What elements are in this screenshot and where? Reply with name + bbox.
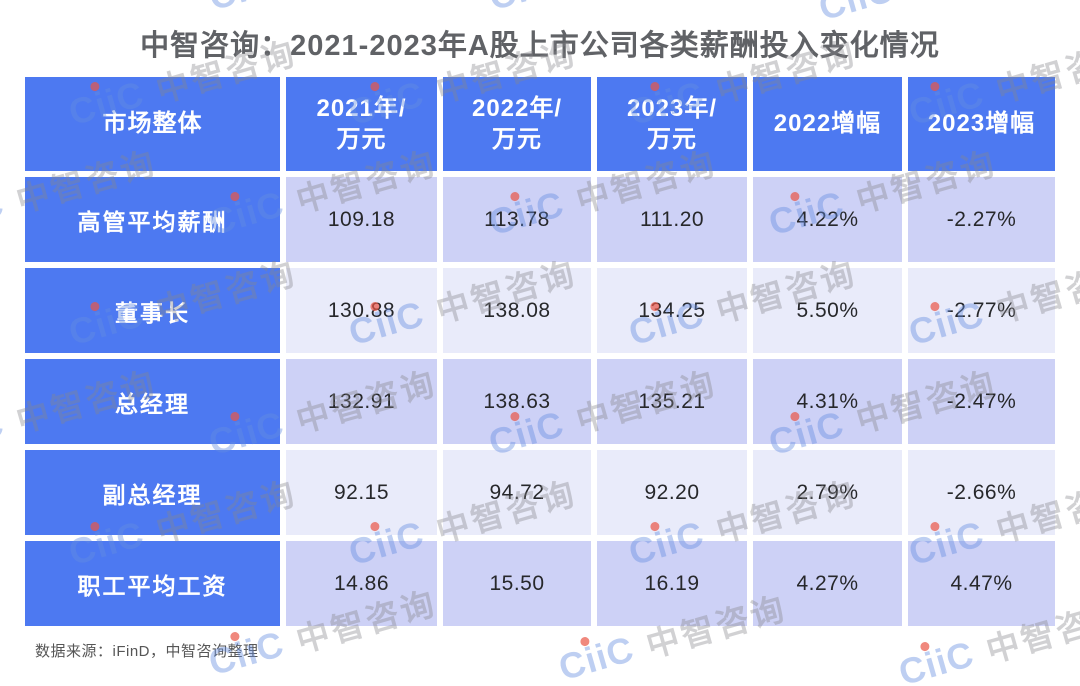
data-cell: 130.88	[286, 268, 437, 353]
header-cell-2022-growth: 2022增幅	[753, 77, 902, 171]
data-cell: 16.19	[597, 541, 747, 626]
data-cell: 4.22%	[753, 177, 902, 262]
data-source: 数据来源：iFinD，中智咨询整理	[35, 643, 259, 660]
ciic-logo-watermark: CiiC	[554, 628, 639, 686]
header-cell-2023-growth: 2023增幅	[908, 77, 1055, 171]
row-label: 董事长	[25, 268, 280, 353]
data-cell: -2.27%	[908, 177, 1055, 262]
data-cell: -2.77%	[908, 268, 1055, 353]
salary-table: 市场整体 2021年/ 万元 2022年/ 万元 2023年/ 万元 2022增…	[25, 77, 1055, 626]
watermark-name: 中智咨询	[900, 0, 1052, 7]
header-cell-2023: 2023年/ 万元	[597, 77, 747, 171]
data-cell: 135.21	[597, 359, 747, 444]
ciic-logo-watermark: CiiC	[0, 403, 9, 464]
data-cell: 15.50	[443, 541, 591, 626]
ciic-logo-watermark: CiiC	[204, 0, 289, 19]
data-cell: 113.78	[443, 177, 591, 262]
data-cell: 109.18	[286, 177, 437, 262]
page-title: 中智咨询：2021-2023年A股上市公司各类薪酬投入变化情况	[140, 30, 940, 62]
row-label: 副总经理	[25, 450, 280, 535]
data-cell: 4.27%	[753, 541, 902, 626]
row-label: 总经理	[25, 359, 280, 444]
data-cell: 111.20	[597, 177, 747, 262]
data-cell: -2.47%	[908, 359, 1055, 444]
ciic-logo-watermark: CiiC	[894, 633, 979, 686]
header-cell-2022: 2022年/ 万元	[443, 77, 591, 171]
data-cell: 14.86	[286, 541, 437, 626]
header-cell-2021: 2021年/ 万元	[286, 77, 437, 171]
data-cell: 2.79%	[753, 450, 902, 535]
data-cell: 138.63	[443, 359, 591, 444]
data-cell: 138.08	[443, 268, 591, 353]
ciic-logo-watermark: CiiC	[484, 0, 569, 19]
data-cell: 4.31%	[753, 359, 902, 444]
row-label: 高管平均薪酬	[25, 177, 280, 262]
header-cell-market: 市场整体	[25, 77, 280, 171]
data-cell: 132.91	[286, 359, 437, 444]
row-label: 职工平均工资	[25, 541, 280, 626]
data-cell: 4.47%	[908, 541, 1055, 626]
data-cell: 5.50%	[753, 268, 902, 353]
data-cell: 92.15	[286, 450, 437, 535]
ciic-logo-watermark: CiiC	[0, 0, 9, 19]
data-cell: 92.20	[597, 450, 747, 535]
data-cell: 134.25	[597, 268, 747, 353]
ciic-logo-watermark: CiiC	[0, 183, 9, 244]
data-cell: -2.66%	[908, 450, 1055, 535]
data-cell: 94.72	[443, 450, 591, 535]
